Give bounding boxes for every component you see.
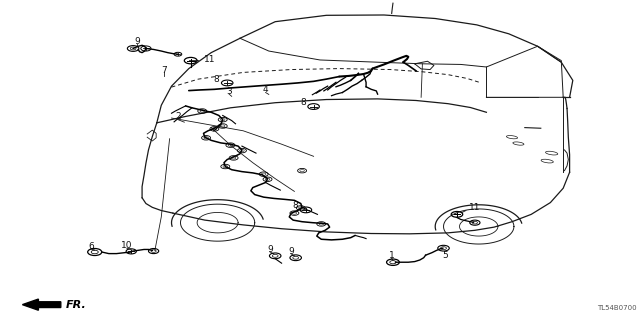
Text: 5: 5 [442, 251, 447, 260]
Text: 11: 11 [204, 56, 215, 64]
Text: 8: 8 [293, 201, 298, 210]
Text: TL54B0700: TL54B0700 [597, 305, 637, 311]
Text: 3: 3 [227, 87, 232, 96]
Text: 2: 2 [175, 112, 180, 121]
Text: 1: 1 [389, 251, 394, 260]
Text: 4: 4 [263, 85, 268, 94]
Text: 9: 9 [289, 247, 294, 256]
Text: 9: 9 [134, 37, 140, 46]
Text: 11: 11 [468, 204, 480, 212]
Text: 6: 6 [88, 242, 93, 251]
Text: 10: 10 [121, 241, 132, 250]
Text: 9: 9 [268, 245, 273, 254]
Text: 7: 7 [161, 66, 166, 75]
Text: 8: 8 [214, 75, 219, 84]
Text: 8: 8 [301, 98, 306, 107]
FancyArrow shape [22, 299, 61, 310]
Text: FR.: FR. [65, 300, 86, 310]
